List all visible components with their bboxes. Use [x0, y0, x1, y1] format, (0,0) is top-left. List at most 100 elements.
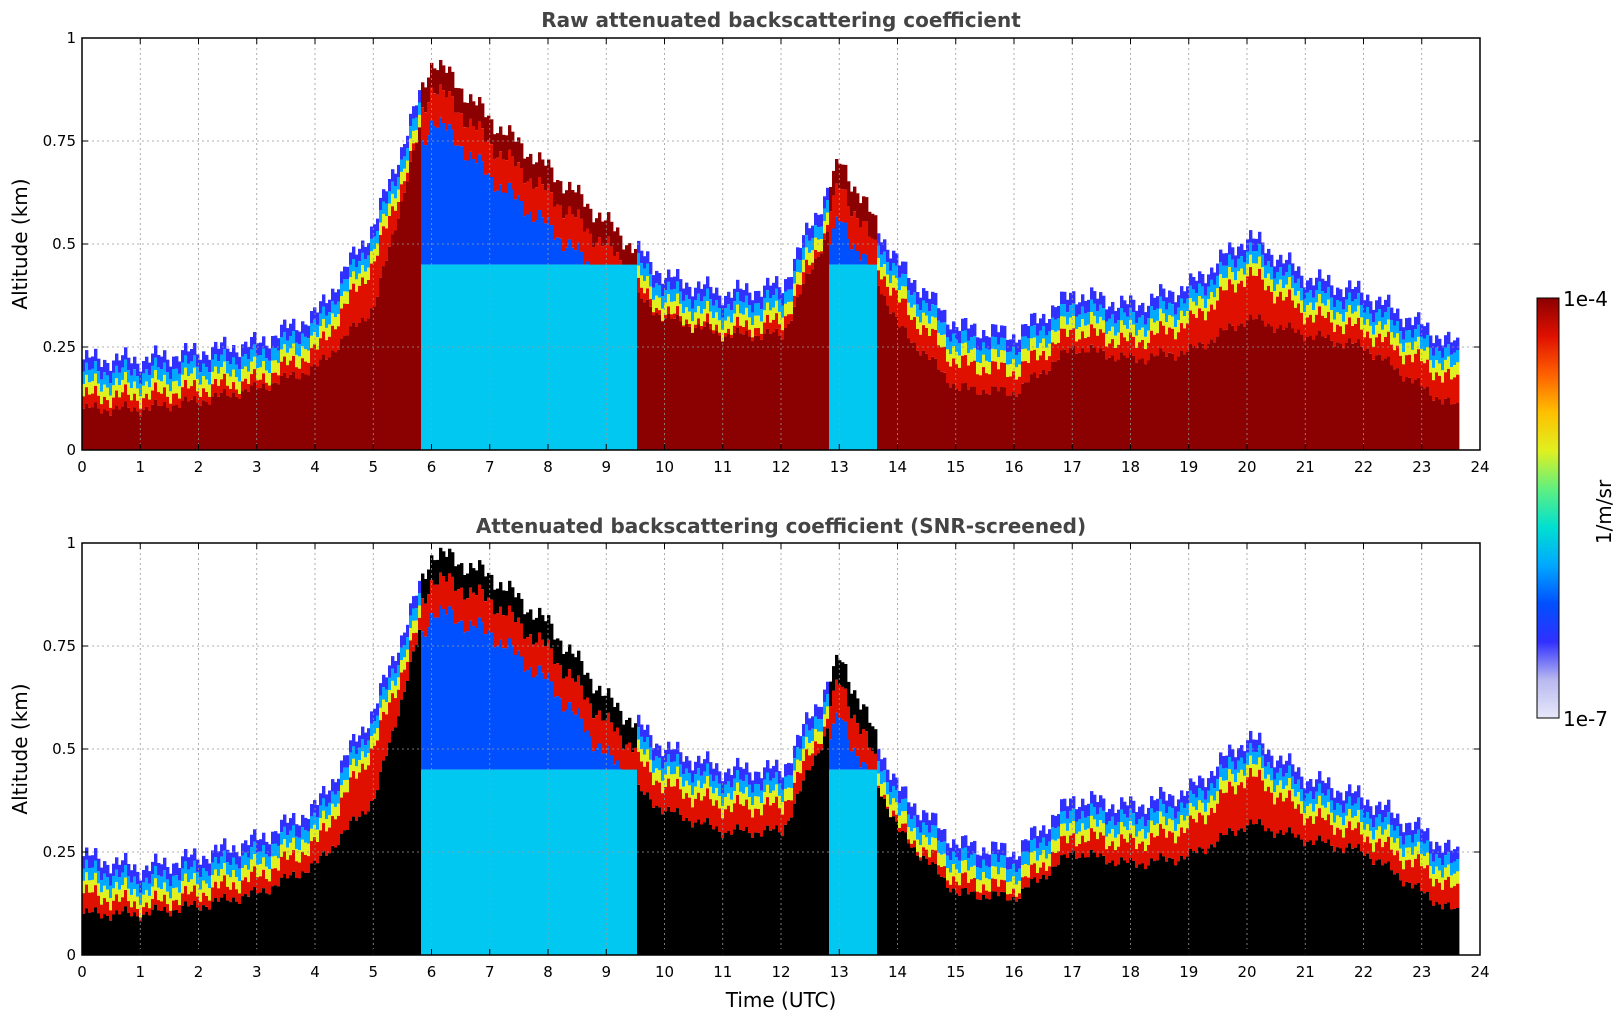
- heatmap-cell: [427, 569, 431, 595]
- heatmap-cell: [556, 769, 560, 955]
- heatmap-cell: [259, 387, 263, 450]
- heatmap-cell: [442, 90, 446, 124]
- heatmap-cell: [367, 811, 371, 955]
- heatmap-cell: [1423, 856, 1427, 869]
- heatmap-cell: [1339, 314, 1343, 327]
- heatmap-cell: [796, 759, 800, 772]
- heatmap-cell: [265, 866, 269, 879]
- heatmap-cell: [121, 379, 125, 393]
- heatmap-cell: [1423, 868, 1427, 894]
- heatmap-cell: [100, 904, 104, 919]
- heatmap-cell: [538, 769, 542, 955]
- heatmap-cell: [979, 338, 983, 351]
- heatmap-cell: [1387, 307, 1391, 320]
- heatmap-cell: [913, 317, 917, 343]
- heatmap-cell: [1273, 837, 1277, 955]
- heatmap-cell: [646, 276, 650, 289]
- heatmap-cell: [232, 882, 236, 898]
- heatmap-cell: [1009, 351, 1013, 365]
- heatmap-cell: [712, 805, 716, 830]
- heatmap-cell: [166, 384, 170, 397]
- heatmap-cell: [1411, 867, 1415, 889]
- heatmap-cell: [181, 881, 185, 894]
- heatmap-cell: [1096, 335, 1100, 353]
- heatmap-cell: [643, 754, 647, 767]
- heatmap-cell: [298, 837, 302, 851]
- heatmap-cell: [1159, 811, 1163, 825]
- heatmap-cell: [316, 842, 320, 864]
- heatmap-cell: [1327, 334, 1331, 450]
- heatmap-cell: [1042, 850, 1046, 863]
- heatmap-cell: [637, 292, 641, 450]
- heatmap-cell: [802, 259, 806, 273]
- heatmap-cell: [1315, 290, 1319, 303]
- heatmap-cell: [244, 852, 248, 865]
- heatmap-cell: [1045, 360, 1049, 375]
- heatmap-cell: [1243, 775, 1247, 789]
- heatmap-cell: [793, 782, 797, 804]
- heatmap-cell: [955, 388, 959, 450]
- heatmap-cell: [124, 890, 128, 907]
- heatmap-cell: [235, 352, 239, 365]
- heatmap-cell: [1258, 256, 1262, 269]
- heatmap-cell: [1237, 748, 1241, 761]
- heatmap-cell: [1453, 377, 1457, 404]
- heatmap-cell: [1033, 325, 1037, 338]
- heatmap-cell: [553, 769, 557, 955]
- heatmap-cell: [283, 851, 287, 874]
- heatmap-cell: [973, 360, 977, 387]
- heatmap-cell: [913, 280, 917, 293]
- heatmap-cell: [958, 355, 962, 368]
- heatmap-cell: [685, 282, 689, 295]
- heatmap-cell: [211, 875, 215, 888]
- heatmap-cell: [862, 769, 866, 955]
- heatmap-cell: [1018, 339, 1022, 353]
- heatmap-cell: [874, 264, 878, 450]
- heatmap-cell: [1294, 283, 1298, 296]
- heatmap-cell: [1093, 291, 1097, 304]
- heatmap-cell: [778, 795, 782, 809]
- heatmap-cell: [1084, 805, 1088, 818]
- heatmap-cell: [277, 870, 281, 887]
- heatmap-cell: [850, 191, 854, 217]
- heatmap-cell: [367, 740, 371, 753]
- heatmap-cell: [478, 617, 482, 770]
- heatmap-cell: [481, 128, 485, 162]
- heatmap-cell: [988, 879, 992, 892]
- heatmap-cell: [874, 239, 878, 273]
- heatmap-cell: [1135, 824, 1139, 837]
- heatmap-cell: [469, 94, 473, 119]
- heatmap-cell: [820, 706, 824, 720]
- heatmap-cell: [997, 874, 1001, 887]
- heatmap-cell: [1114, 311, 1118, 324]
- heatmap-cell: [1063, 304, 1067, 317]
- heatmap-cell: [1441, 357, 1445, 371]
- heatmap-cell: [559, 238, 563, 265]
- heatmap-cell: [256, 893, 260, 955]
- heatmap-cell: [1288, 827, 1292, 955]
- heatmap-cell: [1075, 833, 1079, 847]
- heatmap-cell: [844, 664, 848, 689]
- heatmap-cell: [277, 384, 281, 450]
- heatmap-cell: [1369, 806, 1373, 819]
- heatmap-cell: [1153, 322, 1157, 335]
- heatmap-cell: [370, 748, 374, 801]
- heatmap-cell: [1435, 854, 1439, 867]
- heatmap-cell: [118, 409, 122, 450]
- heatmap-cell: [163, 882, 167, 895]
- heatmap-cell: [568, 206, 572, 240]
- heatmap-cell: [1384, 817, 1388, 830]
- heatmap-cell: [511, 131, 515, 157]
- heatmap-cell: [847, 681, 851, 707]
- heatmap-cell: [1180, 351, 1184, 450]
- heatmap-cell: [370, 801, 374, 955]
- heatmap-cell: [268, 844, 272, 857]
- heatmap-cell: [1324, 280, 1328, 294]
- heatmap-cell: [739, 767, 743, 780]
- heatmap-cell: [511, 645, 515, 770]
- heatmap-cell: [184, 355, 188, 368]
- heatmap-cell: [220, 856, 224, 870]
- heatmap-cell: [907, 802, 911, 815]
- heatmap-cell: [1129, 833, 1133, 858]
- heatmap-cell: [796, 772, 800, 794]
